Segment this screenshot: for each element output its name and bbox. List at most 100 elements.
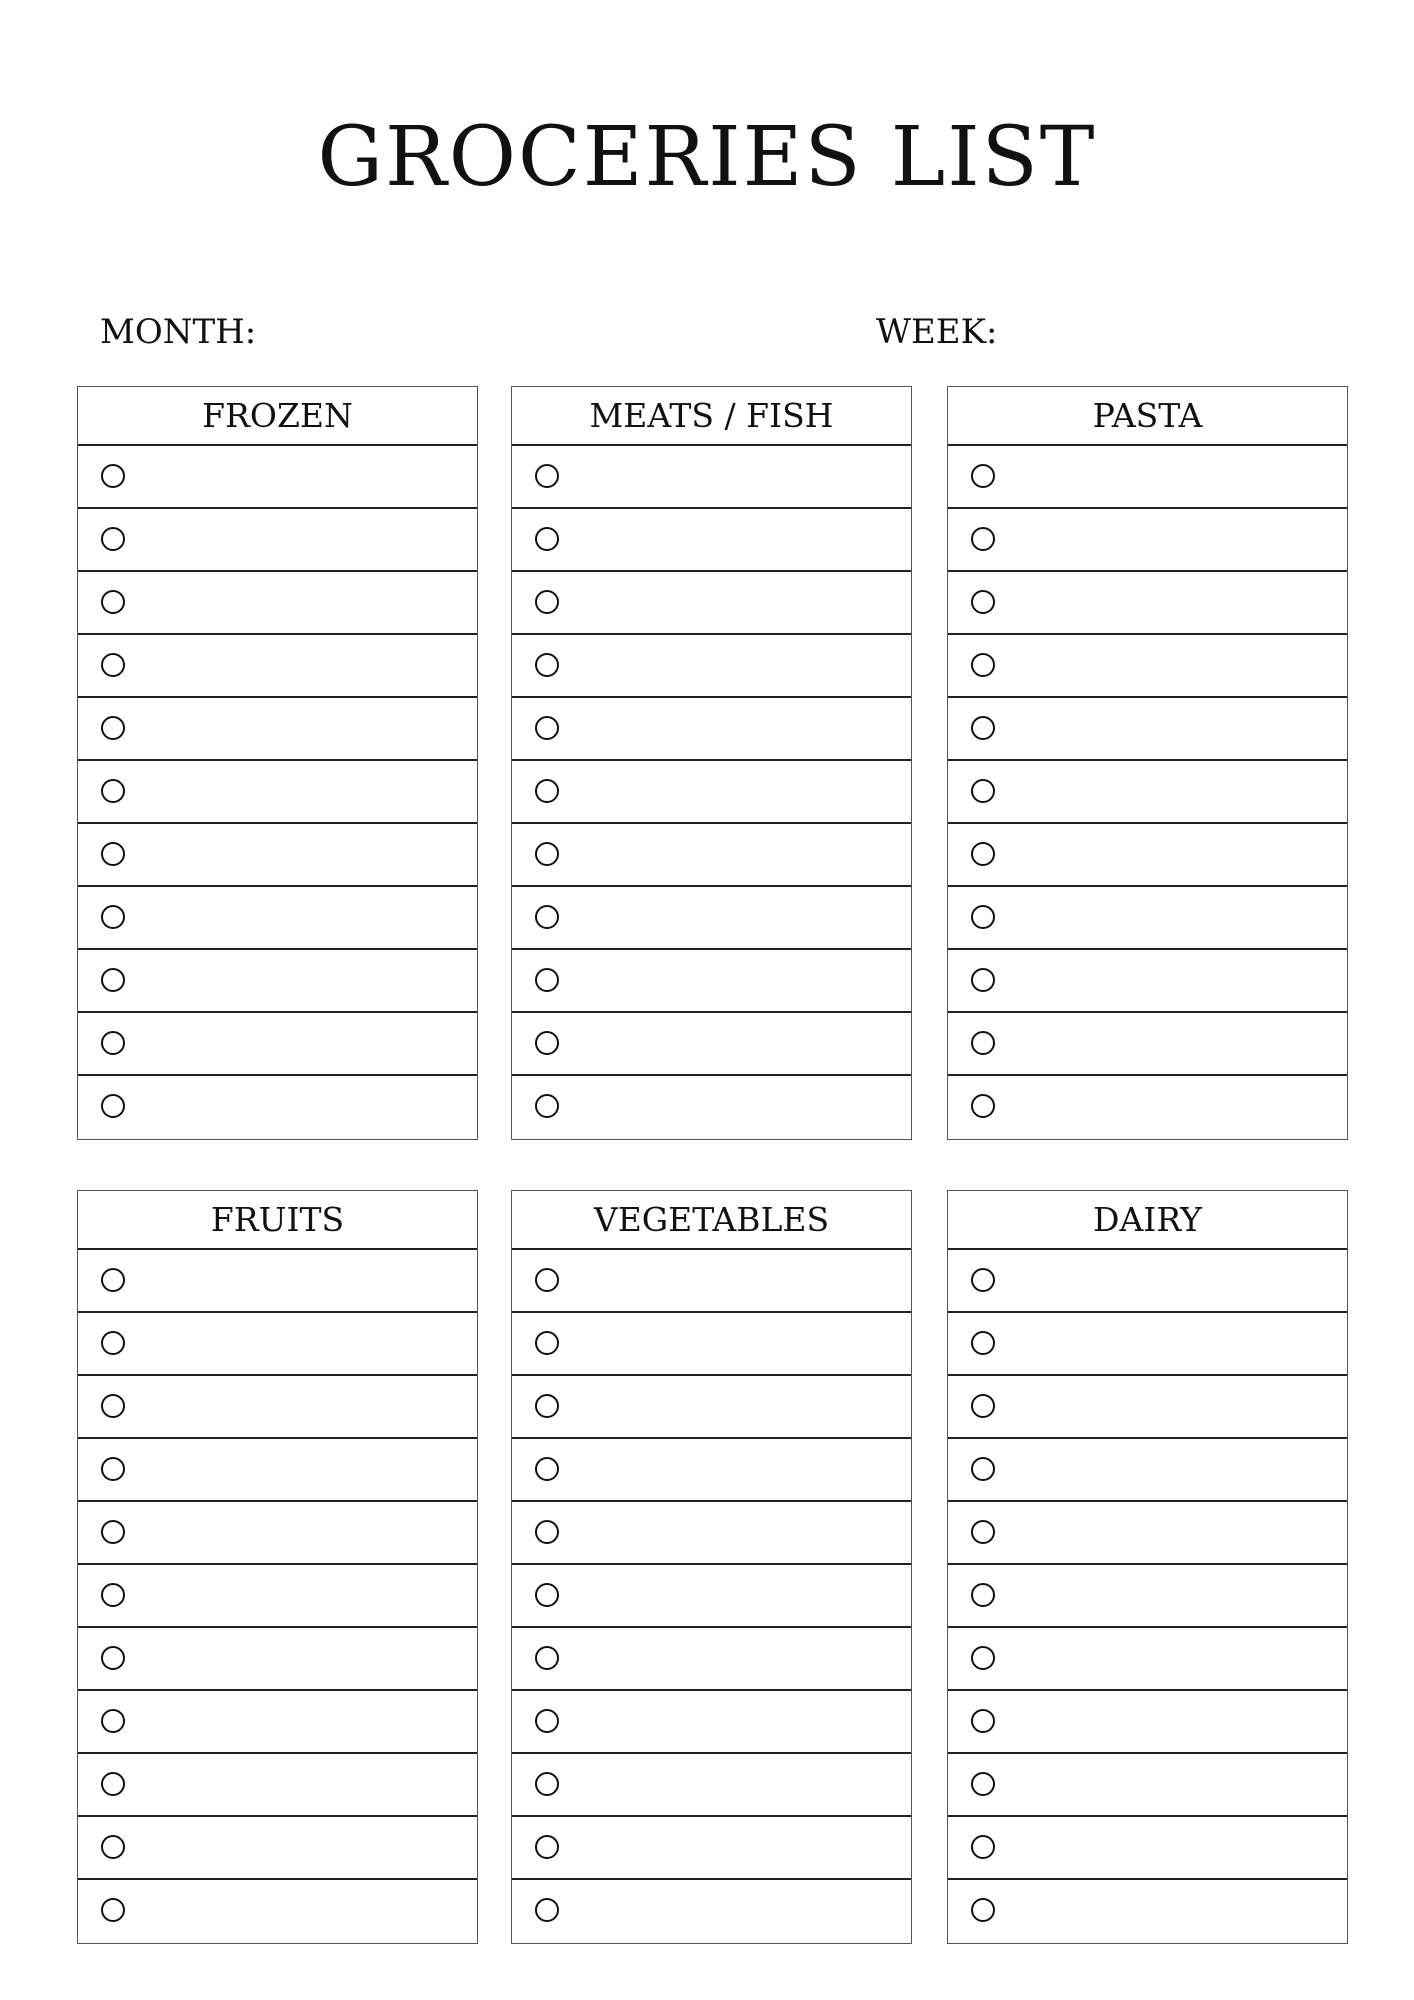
list-item[interactable]	[78, 824, 477, 887]
list-item[interactable]	[948, 761, 1347, 824]
checkbox-circle-icon[interactable]	[101, 1094, 125, 1118]
checkbox-circle-icon[interactable]	[971, 590, 995, 614]
list-item[interactable]	[512, 1013, 911, 1076]
checkbox-circle-icon[interactable]	[535, 842, 559, 866]
list-item[interactable]	[512, 1250, 911, 1313]
checkbox-circle-icon[interactable]	[971, 779, 995, 803]
list-item[interactable]	[512, 446, 911, 509]
checkbox-circle-icon[interactable]	[971, 1394, 995, 1418]
list-item[interactable]	[948, 887, 1347, 950]
list-item[interactable]	[512, 1376, 911, 1439]
list-item[interactable]	[948, 1439, 1347, 1502]
checkbox-circle-icon[interactable]	[535, 527, 559, 551]
list-item[interactable]	[512, 1502, 911, 1565]
list-item[interactable]	[948, 1250, 1347, 1313]
checkbox-circle-icon[interactable]	[101, 527, 125, 551]
list-item[interactable]	[512, 950, 911, 1013]
list-item[interactable]	[512, 1628, 911, 1691]
list-item[interactable]	[948, 1013, 1347, 1076]
list-item[interactable]	[512, 698, 911, 761]
checkbox-circle-icon[interactable]	[535, 1772, 559, 1796]
checkbox-circle-icon[interactable]	[535, 1268, 559, 1292]
checkbox-circle-icon[interactable]	[971, 1772, 995, 1796]
checkbox-circle-icon[interactable]	[971, 1268, 995, 1292]
checkbox-circle-icon[interactable]	[535, 1520, 559, 1544]
list-item[interactable]	[948, 950, 1347, 1013]
checkbox-circle-icon[interactable]	[535, 1094, 559, 1118]
checkbox-circle-icon[interactable]	[101, 1520, 125, 1544]
checkbox-circle-icon[interactable]	[535, 1394, 559, 1418]
list-item[interactable]	[948, 1628, 1347, 1691]
checkbox-circle-icon[interactable]	[971, 1646, 995, 1670]
checkbox-circle-icon[interactable]	[101, 905, 125, 929]
checkbox-circle-icon[interactable]	[535, 590, 559, 614]
checkbox-circle-icon[interactable]	[101, 590, 125, 614]
list-item[interactable]	[948, 509, 1347, 572]
checkbox-circle-icon[interactable]	[101, 1646, 125, 1670]
list-item[interactable]	[512, 572, 911, 635]
list-item[interactable]	[512, 824, 911, 887]
list-item[interactable]	[948, 635, 1347, 698]
checkbox-circle-icon[interactable]	[101, 716, 125, 740]
list-item[interactable]	[78, 1628, 477, 1691]
checkbox-circle-icon[interactable]	[535, 779, 559, 803]
checkbox-circle-icon[interactable]	[101, 842, 125, 866]
checkbox-circle-icon[interactable]	[101, 464, 125, 488]
list-item[interactable]	[78, 1565, 477, 1628]
checkbox-circle-icon[interactable]	[971, 464, 995, 488]
checkbox-circle-icon[interactable]	[535, 1583, 559, 1607]
list-item[interactable]	[512, 509, 911, 572]
checkbox-circle-icon[interactable]	[971, 653, 995, 677]
list-item[interactable]	[78, 635, 477, 698]
checkbox-circle-icon[interactable]	[101, 1772, 125, 1796]
checkbox-circle-icon[interactable]	[535, 464, 559, 488]
checkbox-circle-icon[interactable]	[971, 1457, 995, 1481]
list-item[interactable]	[78, 509, 477, 572]
list-item[interactable]	[948, 446, 1347, 509]
checkbox-circle-icon[interactable]	[971, 968, 995, 992]
checkbox-circle-icon[interactable]	[971, 905, 995, 929]
checkbox-circle-icon[interactable]	[101, 653, 125, 677]
list-item[interactable]	[78, 1439, 477, 1502]
list-item[interactable]	[78, 698, 477, 761]
list-item[interactable]	[78, 1376, 477, 1439]
checkbox-circle-icon[interactable]	[971, 1709, 995, 1733]
list-item[interactable]	[512, 761, 911, 824]
checkbox-circle-icon[interactable]	[971, 842, 995, 866]
list-item[interactable]	[512, 1313, 911, 1376]
checkbox-circle-icon[interactable]	[971, 527, 995, 551]
list-item[interactable]	[948, 1691, 1347, 1754]
list-item[interactable]	[78, 761, 477, 824]
checkbox-circle-icon[interactable]	[971, 1094, 995, 1118]
checkbox-circle-icon[interactable]	[971, 1331, 995, 1355]
checkbox-circle-icon[interactable]	[535, 1835, 559, 1859]
checkbox-circle-icon[interactable]	[101, 1268, 125, 1292]
checkbox-circle-icon[interactable]	[101, 1394, 125, 1418]
checkbox-circle-icon[interactable]	[535, 716, 559, 740]
list-item[interactable]	[512, 635, 911, 698]
checkbox-circle-icon[interactable]	[101, 1583, 125, 1607]
list-item[interactable]	[948, 1376, 1347, 1439]
checkbox-circle-icon[interactable]	[971, 1835, 995, 1859]
list-item[interactable]	[512, 1880, 911, 1943]
checkbox-circle-icon[interactable]	[101, 1031, 125, 1055]
checkbox-circle-icon[interactable]	[535, 1031, 559, 1055]
list-item[interactable]	[78, 1076, 477, 1139]
checkbox-circle-icon[interactable]	[535, 1457, 559, 1481]
list-item[interactable]	[78, 1502, 477, 1565]
list-item[interactable]	[78, 1754, 477, 1817]
list-item[interactable]	[78, 1691, 477, 1754]
list-item[interactable]	[78, 1880, 477, 1943]
list-item[interactable]	[78, 1013, 477, 1076]
list-item[interactable]	[78, 572, 477, 635]
list-item[interactable]	[512, 1817, 911, 1880]
list-item[interactable]	[78, 1250, 477, 1313]
checkbox-circle-icon[interactable]	[101, 1835, 125, 1859]
checkbox-circle-icon[interactable]	[971, 1520, 995, 1544]
list-item[interactable]	[512, 1754, 911, 1817]
checkbox-circle-icon[interactable]	[535, 1646, 559, 1670]
list-item[interactable]	[948, 1817, 1347, 1880]
list-item[interactable]	[948, 1754, 1347, 1817]
checkbox-circle-icon[interactable]	[535, 1331, 559, 1355]
list-item[interactable]	[78, 950, 477, 1013]
